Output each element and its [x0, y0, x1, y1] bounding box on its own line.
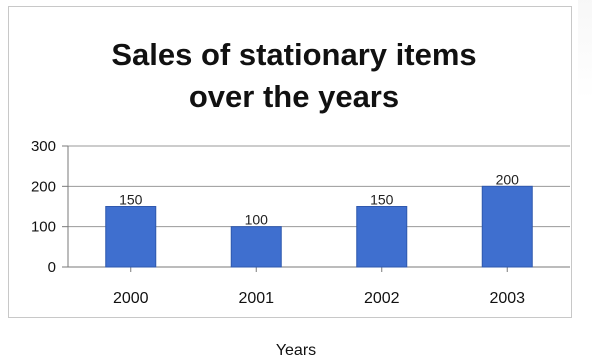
bar-2003 — [481, 185, 533, 268]
bar-2001 — [230, 226, 282, 268]
x-tick-label-2000: 2000 — [113, 290, 149, 307]
data-label-2003: 200 — [496, 171, 520, 187]
x-tick-label-2001: 2001 — [238, 290, 274, 307]
data-label-2002: 150 — [370, 192, 394, 208]
bar-2002 — [356, 206, 408, 268]
chart-title-line-2: over the years — [189, 79, 399, 114]
data-label-2000: 150 — [119, 192, 143, 208]
chart-area: Sales of stationary items over the years… — [8, 6, 572, 318]
data-label-2001: 100 — [245, 212, 269, 228]
y-tick-label: 300 — [31, 138, 56, 155]
background-decoration — [578, 0, 592, 100]
bar-chart: Sales of stationary items over the years… — [31, 37, 570, 307]
y-tick-label: 0 — [48, 259, 56, 276]
y-tick-label: 200 — [31, 178, 56, 195]
x-axis-title: Years — [275, 342, 317, 359]
chart-title-line-1: Sales of stationary items — [111, 37, 476, 72]
y-tick-label: 100 — [31, 219, 56, 236]
x-tick-label-2003: 2003 — [489, 290, 525, 307]
bar-2000 — [105, 206, 157, 268]
x-tick-label-2002: 2002 — [364, 290, 400, 307]
